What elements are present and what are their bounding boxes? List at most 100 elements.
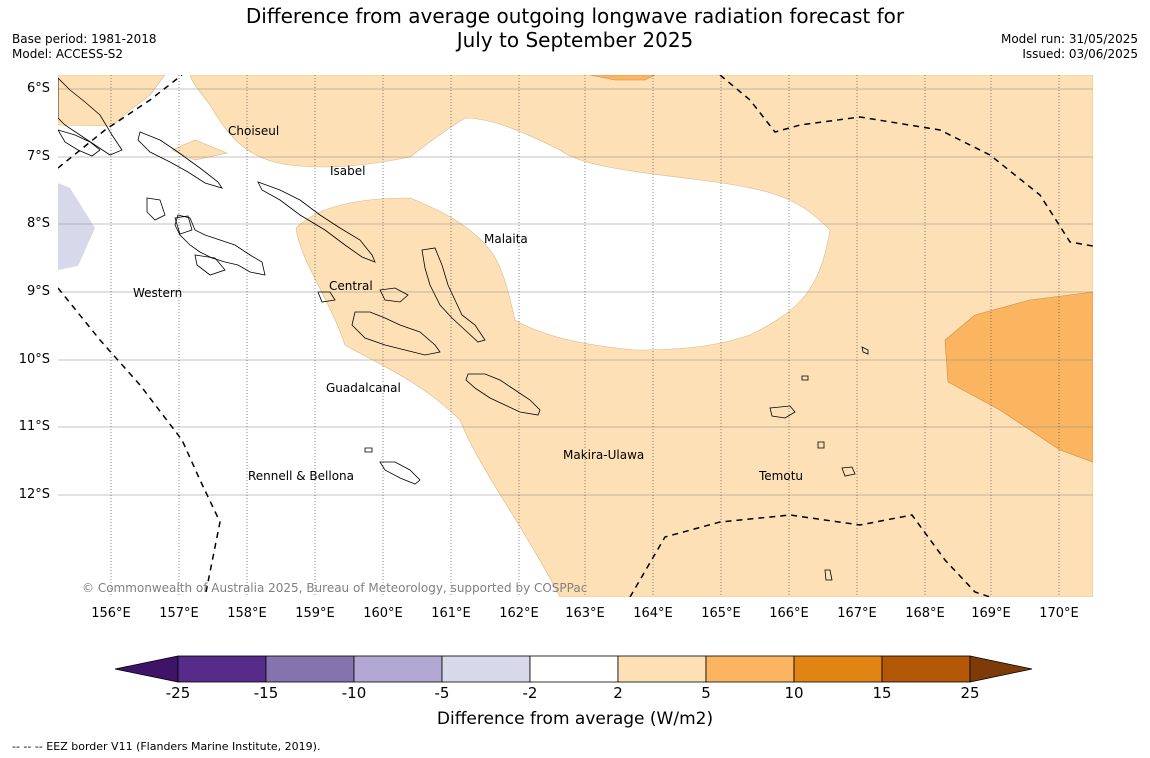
colorbar-tick: -10: [341, 684, 367, 702]
colorbar-tick: 25: [960, 684, 980, 702]
lon-label-167e: 167°E: [837, 606, 877, 621]
province-label-choiseul: Choiseul: [228, 124, 279, 138]
malaita-island: [421, 247, 486, 343]
province-label-central: Central: [329, 279, 373, 293]
makira-island: [465, 373, 541, 416]
eez-border-south: [629, 514, 991, 597]
anomaly-neg-5-to-neg-2-region: [58, 183, 95, 270]
lon-label-166e: 166°E: [769, 606, 809, 621]
lon-label-157e: 157°E: [159, 606, 199, 621]
rennell-island: [379, 461, 421, 485]
colorbar-tick: -5: [434, 684, 450, 702]
lon-label-156e: 156°E: [91, 606, 131, 621]
model-name: Model: ACCESS-S2: [12, 47, 124, 61]
choiseul-island: [137, 131, 223, 189]
model-run: Model run: 31/05/2025: [1000, 32, 1138, 46]
map-title: Difference from average outgoing longwav…: [0, 4, 1150, 52]
province-label-guadalcanal: Guadalcanal: [326, 381, 401, 395]
colorbar-extend-low: [114, 655, 179, 683]
lat-label-7s: 7°S: [26, 149, 50, 164]
colorbar-segment: [441, 655, 531, 683]
new-georgia-island: [174, 214, 266, 276]
eez-borders: [58, 75, 1093, 597]
title-line-1: Difference from average outgoing longwav…: [245, 4, 905, 28]
province-label-temotu: Temotu: [758, 469, 803, 483]
lon-label-158e: 158°E: [227, 606, 267, 621]
lon-label-163e: 163°E: [565, 606, 605, 621]
utupua-island: [817, 441, 825, 449]
rendova-island: [194, 254, 226, 276]
colorbar-extend-high: [969, 655, 1033, 683]
bellona-island: [364, 447, 373, 453]
lon-label-160e: 160°E: [363, 606, 403, 621]
gridlines: [58, 88, 1093, 496]
anomaly-5-to-10-north: [589, 75, 656, 81]
colorbar-segment: [529, 655, 619, 683]
lon-label-164e: 164°E: [633, 606, 673, 621]
anuta-island: [824, 569, 833, 581]
vella-lavella-island: [146, 197, 166, 221]
colorbar-tick: 5: [701, 684, 711, 702]
colorbar-tick: -2: [522, 684, 538, 702]
eez-legend-note: -- -- -- EEZ border V11 (Flanders Marine…: [12, 740, 321, 753]
anomaly-2-to-5-small-patch: [171, 139, 229, 161]
colorbar-tick: 2: [613, 684, 623, 702]
florida-islands: [379, 287, 409, 303]
metadata-left: Base period: 1981-2018 Model: ACCESS-S2: [12, 32, 157, 62]
eez-border-west: [58, 287, 221, 597]
lat-label-10s: 10°S: [18, 352, 50, 367]
vanikoro-island: [841, 466, 856, 477]
province-label-makira-ulawa: Makira-Ulawa: [563, 448, 644, 462]
colorbar-segment: [265, 655, 355, 683]
colorbar-segment: [793, 655, 883, 683]
colorbar-segment: [705, 655, 795, 683]
lat-label-12s: 12°S: [18, 487, 50, 502]
lon-label-162e: 162°E: [499, 606, 539, 621]
lon-label-168e: 168°E: [905, 606, 945, 621]
colorbar-tick: 15: [872, 684, 892, 702]
province-label-isabel: Isabel: [330, 164, 365, 178]
lon-label-159e: 159°E: [295, 606, 335, 621]
province-label-rennell-bellona: Rennell & Bellona: [248, 469, 354, 483]
reef-islands: [801, 375, 809, 381]
lon-label-170e: 170°E: [1039, 606, 1079, 621]
kolombangara-island: [174, 215, 193, 235]
lat-label-9s: 9°S: [26, 284, 50, 299]
province-labels: Choiseul Isabel Malaita Western Central …: [133, 124, 803, 483]
lat-label-11s: 11°S: [18, 419, 50, 434]
coastlines: [58, 77, 869, 581]
santa-cruz-island: [769, 405, 796, 419]
bougainville-island: [58, 77, 123, 156]
metadata-right: Model run: 31/05/2025 Issued: 03/06/2025: [1001, 32, 1138, 62]
colorbar-segment: [881, 655, 971, 683]
issued-date: Issued: 03/06/2025: [1022, 47, 1138, 61]
anomaly-2-to-5-west-patch: [58, 75, 166, 127]
russell-islands: [317, 291, 336, 303]
base-period: Base period: 1981-2018: [12, 32, 157, 46]
anomaly-5-to-10-region: [944, 291, 1093, 463]
title-line-2: July to September 2025: [456, 28, 694, 52]
colorbar-segment: [617, 655, 707, 683]
province-label-malaita: Malaita: [484, 232, 528, 246]
lon-label-165e: 165°E: [701, 606, 741, 621]
ontong-java: [861, 346, 869, 355]
copyright-notice: © Commonwealth of Australia 2025, Bureau…: [82, 581, 587, 595]
colorbar-tick: 10: [784, 684, 804, 702]
lon-label-161e: 161°E: [431, 606, 471, 621]
colorbar-tick: -25: [165, 684, 191, 702]
shortland-islands: [58, 129, 101, 157]
colorbar-title: Difference from average (W/m2): [436, 709, 714, 729]
colorbar-segment: [353, 655, 443, 683]
province-label-western: Western: [133, 286, 182, 300]
isabel-island: [257, 181, 376, 263]
map-canvas: Choiseul Isabel Malaita Western Central …: [58, 75, 1093, 597]
lat-label-6s: 6°S: [26, 81, 50, 96]
meridians: [110, 75, 1060, 597]
colorbar-tick: -15: [253, 684, 279, 702]
lon-label-169e: 169°E: [971, 606, 1011, 621]
eez-border-north-west: [58, 75, 183, 169]
eez-border-north-east: [719, 75, 1093, 247]
colorbar-segment: [177, 655, 267, 683]
lat-label-8s: 8°S: [26, 216, 50, 231]
guadalcanal-island: [351, 311, 441, 356]
